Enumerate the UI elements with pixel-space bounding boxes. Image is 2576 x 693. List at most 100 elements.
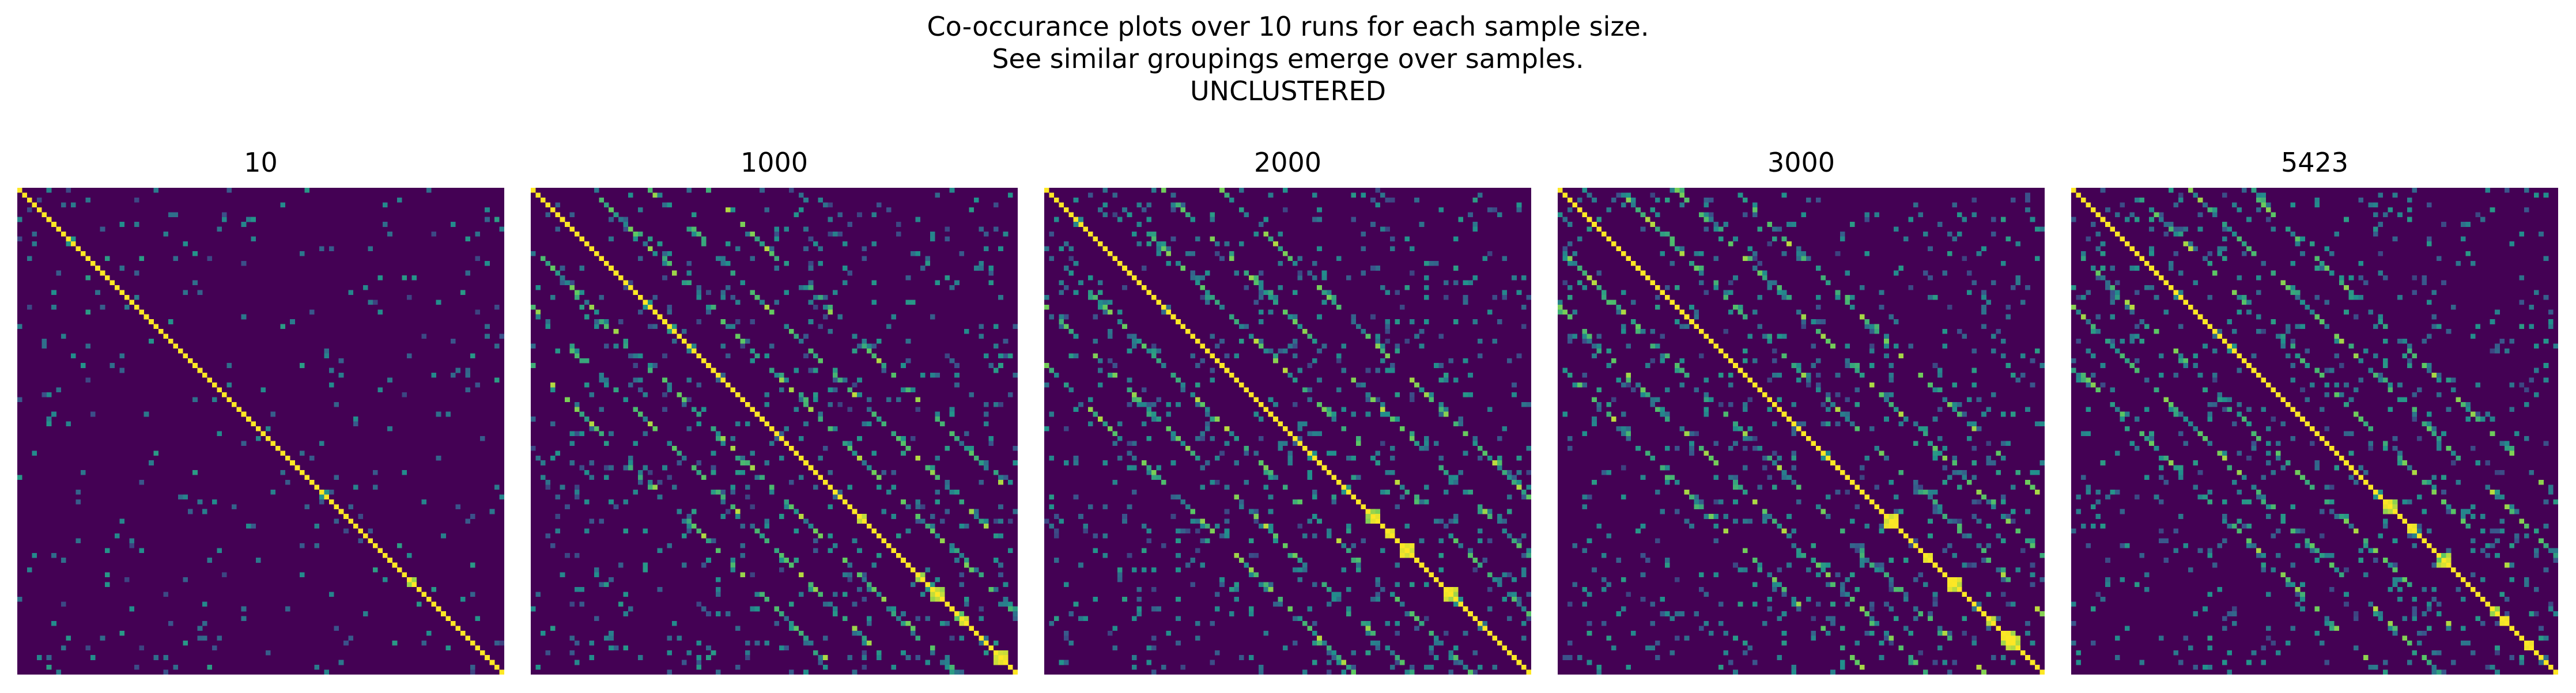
heatmap-cell (1694, 499, 1699, 505)
heatmap-cell (1825, 455, 1831, 461)
heatmap-cell (794, 334, 799, 339)
heatmap-cell (798, 630, 804, 636)
heatmap-cell (560, 280, 565, 286)
heatmap-cell (1616, 377, 1622, 383)
heatmap-cell (1399, 660, 1405, 665)
heatmap-cell (2329, 484, 2335, 490)
heatmap-cell (1952, 577, 1958, 582)
heatmap-cell (2261, 567, 2267, 573)
heatmap-cell (871, 528, 877, 534)
heatmap-cell (1093, 353, 1098, 358)
heatmap-cell (2080, 524, 2086, 529)
heatmap-cell (1986, 543, 1992, 548)
heatmap-cell (1516, 601, 1522, 607)
heatmap-cell (594, 188, 599, 193)
heatmap-cell (368, 246, 373, 252)
heatmap-cell (871, 353, 877, 358)
heatmap-cell (696, 640, 701, 646)
heatmap-cell (1791, 669, 1797, 675)
heatmap-cell (2159, 475, 2164, 480)
heatmap-cell (163, 655, 169, 660)
heatmap-cell (1331, 294, 1337, 300)
heatmap-cell (915, 616, 921, 622)
heatmap-cell (2000, 577, 2006, 582)
heatmap-cell (1976, 601, 1982, 607)
heatmap-cell (2010, 518, 2016, 524)
heatmap-cell (1976, 499, 1982, 505)
heatmap-cell (2266, 450, 2271, 456)
heatmap-cell (2553, 611, 2558, 616)
heatmap-cell (319, 494, 324, 499)
heatmap-cell (1399, 543, 1405, 548)
heatmap-cell (1932, 445, 1938, 451)
heatmap-cell (2217, 251, 2223, 256)
heatmap-cell (451, 621, 456, 626)
heatmap-cell (1962, 592, 1967, 597)
heatmap-cell (1472, 319, 1478, 324)
heatmap-cell (1864, 251, 1869, 256)
heatmap-cell (1888, 373, 1894, 378)
heatmap-cell (2071, 640, 2076, 646)
heatmap-cell (2509, 450, 2515, 456)
heatmap-cell (2246, 455, 2252, 461)
heatmap-cell (1355, 383, 1361, 388)
heatmap-cell (1210, 480, 1215, 485)
heatmap-cell (589, 426, 595, 431)
heatmap-cell (1572, 383, 1577, 388)
heatmap-cell (1743, 402, 1748, 407)
heatmap-cell (1102, 309, 1108, 315)
heatmap-cell (672, 324, 677, 330)
heatmap-cell (1127, 504, 1132, 509)
heatmap-cell (696, 232, 701, 237)
heatmap-cell (1287, 450, 1293, 456)
heatmap-cell (545, 324, 550, 330)
heatmap-cell (720, 499, 726, 505)
heatmap-cell (774, 266, 780, 271)
heatmap-cell (1733, 236, 1738, 242)
heatmap-cell (2212, 562, 2218, 568)
heatmap-cell (2025, 285, 2030, 290)
heatmap-cell (2319, 436, 2325, 441)
heatmap-cell (740, 572, 745, 578)
heatmap-cell (652, 426, 658, 431)
heatmap-cell (1757, 294, 1763, 300)
heatmap-cell (1869, 616, 1875, 622)
heatmap-cell (2548, 489, 2554, 495)
heatmap-cell (1606, 470, 1612, 475)
heatmap-cell (726, 324, 731, 330)
heatmap-cell (1981, 558, 1986, 563)
heatmap-cell (1248, 567, 1254, 573)
heatmap-cell (1180, 665, 1186, 670)
heatmap-cell (1694, 494, 1699, 499)
heatmap-cell (784, 226, 790, 232)
heatmap-cell (1414, 197, 1419, 203)
heatmap-cell (1859, 465, 1865, 471)
heatmap-cell (2495, 552, 2500, 558)
heatmap-cell (716, 669, 721, 675)
heatmap-cell (764, 207, 770, 213)
heatmap-cell (2217, 397, 2223, 402)
heatmap-cell (2378, 251, 2383, 256)
heatmap-cell (1516, 455, 1522, 461)
heatmap-cell (2509, 504, 2515, 509)
heatmap-cell (1395, 480, 1400, 485)
heatmap-cell (740, 552, 745, 558)
heatmap-cell (1621, 290, 1626, 296)
heatmap-cell (2120, 236, 2125, 242)
heatmap-cell (445, 411, 451, 417)
heatmap-cell (1008, 392, 1013, 397)
heatmap-cell (1268, 309, 1274, 315)
heatmap-cell (2266, 626, 2271, 631)
heatmap-cell (1180, 202, 1186, 207)
heatmap-cell (343, 514, 349, 519)
heatmap-cell (2076, 509, 2082, 514)
heatmap-cell (2025, 538, 2030, 544)
heatmap-cell (1752, 436, 1758, 441)
heatmap-cell (720, 319, 726, 324)
heatmap-cell (2412, 528, 2418, 534)
heatmap-cell (813, 368, 818, 373)
heatmap-cell (662, 377, 667, 383)
heatmap-cell (1752, 558, 1758, 563)
heatmap-cell (2149, 436, 2154, 441)
heatmap-cell (2382, 518, 2388, 524)
